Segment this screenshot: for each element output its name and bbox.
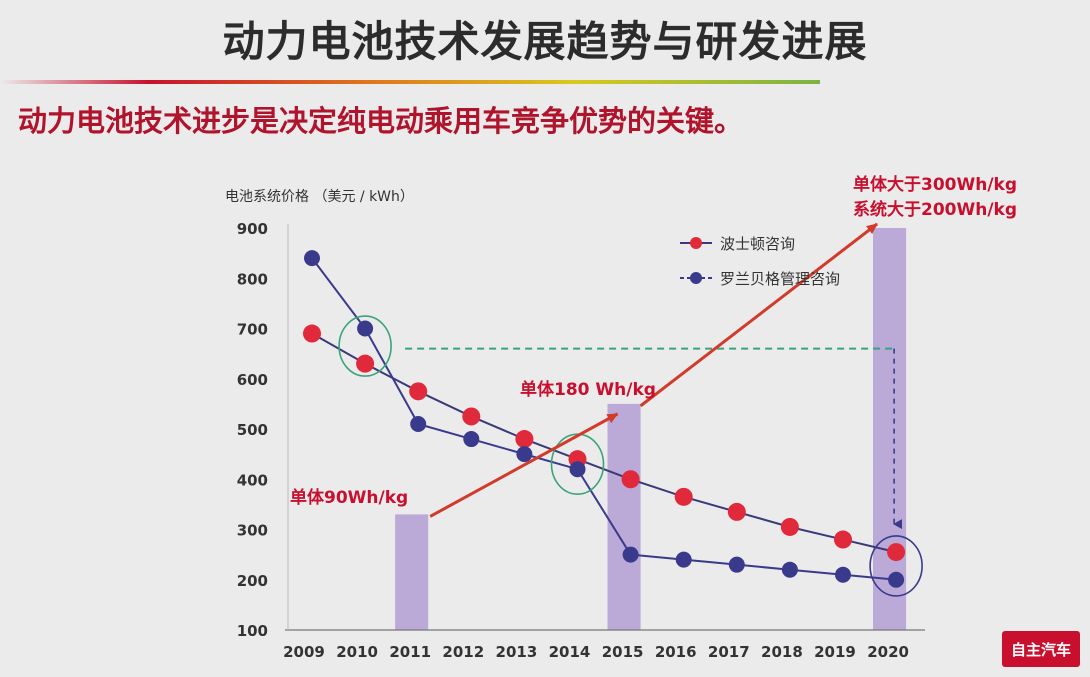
x-tick-label: 2018: [761, 643, 803, 661]
roland-point: [304, 250, 320, 267]
boston-point: [674, 487, 693, 506]
annotation-bar3-line1: 单体大于300Wh/kg: [853, 174, 1017, 195]
annotation-bar1: 单体90Wh/kg: [290, 487, 408, 508]
roland-point: [357, 320, 374, 337]
x-tick-label: 2014: [549, 643, 591, 661]
roland-point: [410, 415, 427, 432]
boston-point: [303, 324, 321, 343]
boston-point: [515, 430, 534, 449]
roland-point: [781, 561, 798, 578]
x-tick-label: 2012: [442, 643, 484, 661]
roland-point: [728, 556, 745, 573]
x-tick-label: 2009: [283, 643, 325, 661]
boston-point: [462, 407, 481, 426]
x-tick-label: 2015: [602, 643, 644, 661]
y-axis-title: 电池系统价格 （美元 / kWh）: [225, 189, 414, 205]
legend-label: 罗兰贝格管理咨询: [720, 270, 840, 288]
y-tick-label: 300: [237, 522, 268, 540]
highlight-circle: [338, 315, 392, 377]
x-tick-label: 2011: [389, 643, 431, 661]
highlight-circle: [869, 535, 923, 597]
boston-point: [409, 382, 428, 401]
roland-point: [463, 431, 480, 448]
boston-point: [621, 470, 640, 489]
boston-point: [834, 530, 852, 549]
legend-label: 波士顿咨询: [720, 235, 795, 253]
highlight-bar: [873, 228, 907, 630]
watermark-logo: 自主汽车: [1002, 631, 1080, 667]
highlight-bar: [395, 514, 429, 630]
roland-point: [888, 571, 905, 588]
title-rule: [0, 80, 820, 84]
legend-marker: [690, 237, 702, 249]
y-tick-label: 700: [237, 321, 268, 339]
slide-subtitle: 动力电池技术进步是决定纯电动乘用车竞争优势的关键。: [18, 104, 744, 138]
progress-arrow: [429, 412, 619, 518]
roland-point: [835, 566, 851, 583]
highlight-bar: [607, 403, 641, 630]
y-tick-label: 600: [237, 371, 268, 389]
x-tick-label: 2013: [496, 643, 538, 661]
roland-point: [675, 551, 692, 568]
x-tick-label: 2016: [655, 643, 697, 661]
x-tick-label: 2019: [814, 643, 856, 661]
y-tick-label: 400: [237, 471, 268, 489]
annotation-bar3-line2: 系统大于200Wh/kg: [853, 199, 1017, 220]
progress-arrow: [639, 222, 878, 408]
x-tick-label: 2017: [708, 643, 750, 661]
boston-point: [887, 543, 906, 562]
boston-point: [356, 354, 375, 373]
boston-point: [780, 517, 799, 536]
roland-point: [622, 546, 639, 563]
y-tick-label: 900: [237, 220, 268, 238]
y-tick-label: 500: [237, 421, 268, 439]
boston-point: [727, 502, 746, 521]
series-line: [311, 332, 897, 554]
y-tick-label: 100: [237, 622, 268, 640]
series-line: [311, 257, 897, 581]
slide-title: 动力电池技术发展趋势与研发进展: [222, 17, 868, 66]
y-tick-label: 800: [237, 270, 268, 288]
roland-point: [516, 446, 533, 463]
y-tick-label: 200: [237, 572, 268, 590]
x-tick-label: 2020: [867, 643, 909, 661]
legend-marker: [690, 272, 702, 284]
roland-point: [569, 461, 586, 478]
x-tick-label: 2010: [336, 643, 378, 661]
annotation-bar2: 单体180 Wh/kg: [520, 379, 656, 400]
